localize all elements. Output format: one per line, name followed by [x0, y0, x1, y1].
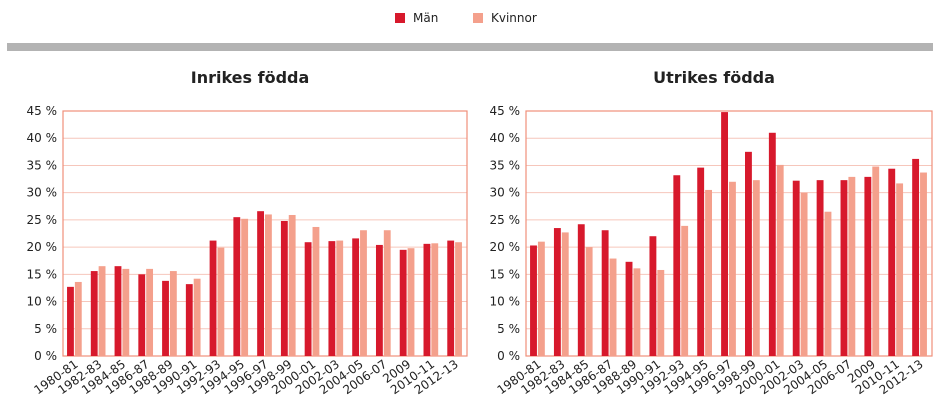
bar: [90, 271, 98, 356]
bar: [840, 180, 848, 356]
bar: [98, 266, 106, 356]
bar: [768, 132, 776, 356]
bar: [864, 176, 872, 356]
bar: [67, 286, 74, 356]
bar: [561, 232, 569, 356]
bar: [169, 271, 177, 356]
bar: [585, 247, 593, 356]
legend-label: Kvinnor: [491, 11, 537, 25]
bar: [681, 225, 689, 356]
y-tick-label: 20 %: [490, 240, 521, 254]
bar: [792, 180, 800, 356]
y-tick-label: 35 %: [490, 158, 521, 172]
bar: [447, 240, 455, 356]
bar: [312, 226, 320, 356]
y-tick-label: 5 %: [34, 322, 57, 336]
bar: [138, 274, 146, 356]
bar: [455, 242, 462, 356]
bar: [265, 214, 272, 356]
bar: [399, 249, 407, 356]
bar: [601, 230, 609, 356]
y-tick-label: 30 %: [490, 186, 521, 200]
bar: [162, 280, 169, 356]
bar: [920, 172, 927, 356]
y-tick-label: 0 %: [497, 349, 520, 363]
bar: [233, 217, 241, 356]
bar: [288, 214, 296, 356]
separator: [7, 43, 933, 51]
bar: [336, 240, 344, 356]
bar: [423, 243, 431, 356]
bar: [752, 180, 760, 356]
bar: [697, 167, 705, 356]
bar: [872, 166, 880, 356]
y-tick-label: 45 %: [490, 104, 521, 118]
legend-label: Män: [413, 11, 438, 25]
bar: [800, 192, 808, 356]
y-tick-label: 45 %: [27, 104, 58, 118]
y-tick-label: 15 %: [490, 267, 521, 281]
chart-title: Utrikes födda: [653, 68, 775, 87]
bar: [241, 218, 249, 356]
bar: [185, 284, 193, 356]
bar: [896, 183, 904, 356]
bar: [912, 158, 920, 356]
legend-swatch: [473, 13, 483, 23]
y-tick-label: 25 %: [27, 213, 58, 227]
bar: [407, 248, 415, 356]
bar: [328, 241, 336, 356]
bar: [74, 281, 82, 356]
y-tick-label: 40 %: [490, 131, 521, 145]
bar: [114, 266, 122, 356]
bar: [776, 164, 784, 356]
bar: [537, 241, 545, 356]
y-tick-label: 35 %: [27, 158, 58, 172]
chart-title: Inrikes födda: [191, 68, 310, 87]
y-tick-label: 20 %: [27, 240, 58, 254]
bar: [649, 236, 657, 356]
bar: [609, 258, 617, 356]
bar: [431, 243, 439, 356]
bar: [146, 268, 154, 356]
bar: [530, 245, 537, 356]
bar: [553, 228, 561, 356]
bar: [633, 268, 641, 356]
y-tick-label: 15 %: [27, 267, 58, 281]
y-tick-label: 25 %: [490, 213, 521, 227]
bar: [577, 224, 585, 356]
y-tick-label: 40 %: [27, 131, 58, 145]
bar: [352, 238, 360, 356]
bar: [673, 175, 681, 356]
bar: [193, 278, 201, 356]
bar: [705, 189, 712, 356]
bar: [217, 247, 225, 356]
bar: [848, 176, 856, 356]
bar: [625, 261, 633, 356]
bar: [280, 220, 288, 356]
y-tick-label: 10 %: [490, 295, 521, 309]
bar: [816, 180, 824, 356]
bar: [383, 230, 391, 356]
bar: [729, 181, 736, 356]
y-tick-label: 10 %: [27, 295, 58, 309]
bar: [745, 151, 752, 356]
legend-swatch: [395, 13, 405, 23]
bar: [304, 242, 312, 356]
bar: [122, 268, 130, 356]
y-tick-label: 30 %: [27, 186, 58, 200]
bar: [360, 230, 367, 356]
y-tick-label: 0 %: [34, 349, 57, 363]
bar: [721, 112, 728, 356]
bar: [257, 211, 264, 356]
bar: [888, 168, 896, 356]
bar: [375, 244, 383, 356]
bar: [824, 211, 832, 356]
bar: [657, 269, 665, 356]
bar: [209, 240, 217, 356]
y-tick-label: 5 %: [497, 322, 520, 336]
